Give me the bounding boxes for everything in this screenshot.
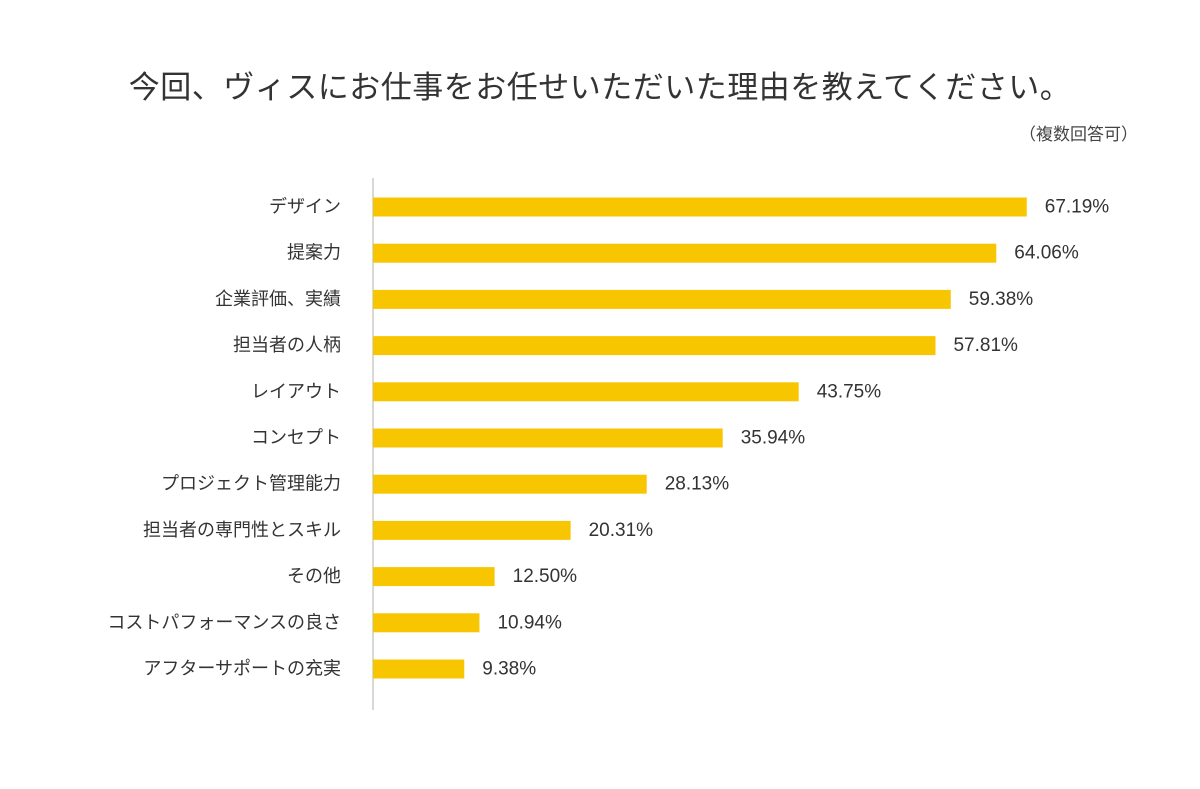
category-label: アフターサポートの充実 [143, 659, 341, 680]
bars-group: デザイン 67.19% 提案力 64.06% 企業評価、実績 59.38% 担当者の人柄 57… [107, 197, 1109, 680]
category-label: 提案力 [287, 243, 341, 264]
category-label: コンセプト [251, 428, 341, 449]
value-label: 43.75% [817, 381, 882, 402]
category-label: プロジェクト管理能力 [161, 474, 341, 495]
value-label: 10.94% [497, 612, 562, 633]
value-label: 28.13% [665, 474, 730, 495]
bar [373, 520, 571, 540]
value-label: 9.38% [482, 659, 536, 680]
bar [373, 613, 480, 633]
category-label: 企業評価、実績 [215, 289, 341, 310]
bar [373, 474, 647, 494]
value-label: 35.94% [741, 428, 806, 449]
category-label: レイアウト [251, 381, 341, 402]
category-label: デザイン [269, 197, 341, 218]
value-label: 20.31% [589, 520, 654, 541]
category-label: コストパフォーマンスの良さ [107, 612, 341, 633]
value-label: 59.38% [969, 289, 1034, 310]
value-label: 64.06% [1014, 243, 1079, 264]
bar [373, 197, 1027, 217]
bar [373, 428, 723, 448]
category-label: 担当者の専門性とスキル [143, 520, 341, 541]
bar [373, 336, 936, 356]
bar [373, 567, 495, 587]
category-label: その他 [287, 566, 341, 587]
chart-subtitle: （複数回答可） [1019, 125, 1138, 145]
category-label: 担当者の人柄 [233, 335, 341, 356]
chart-title: 今回、ヴィスにお仕事をお任せいただいた理由を教えてください。 [128, 70, 1072, 106]
bar [373, 659, 465, 679]
bar [373, 289, 951, 309]
bar [373, 382, 799, 402]
bar [373, 243, 997, 263]
value-label: 67.19% [1045, 197, 1110, 218]
value-label: 12.50% [513, 566, 578, 587]
value-label: 57.81% [953, 335, 1018, 356]
